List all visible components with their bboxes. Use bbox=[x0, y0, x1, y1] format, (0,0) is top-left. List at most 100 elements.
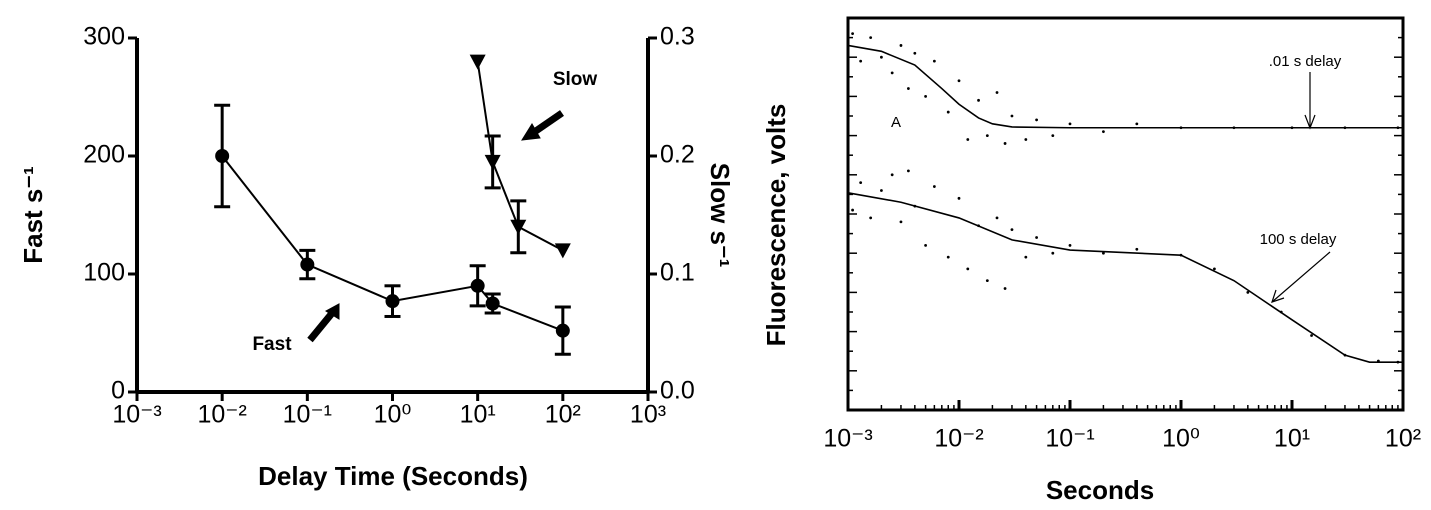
data-dot bbox=[957, 79, 961, 83]
data-dot bbox=[1213, 267, 1216, 271]
data-dot bbox=[1310, 334, 1313, 337]
data-dot bbox=[1010, 114, 1014, 118]
series-line bbox=[221, 155, 564, 332]
x-tick-label: 10⁻² bbox=[934, 425, 983, 453]
data-dot bbox=[924, 95, 927, 98]
x-tick-label: 10⁻³ bbox=[823, 425, 872, 453]
arrow-head bbox=[1271, 289, 1285, 303]
annotation: Slow bbox=[553, 69, 598, 90]
data-dot bbox=[946, 110, 950, 114]
y-tick-label: 0 bbox=[111, 377, 125, 405]
x-tick-label: 10¹ bbox=[460, 401, 496, 429]
data-dot bbox=[995, 91, 999, 94]
data-dot bbox=[906, 169, 910, 173]
x-tick-label: 10⁰ bbox=[1162, 425, 1200, 453]
data-dot bbox=[899, 44, 903, 47]
data-dot bbox=[1024, 255, 1028, 259]
annotation: 100 s delay bbox=[1260, 231, 1337, 248]
x-tick-label: 10³ bbox=[630, 401, 666, 429]
data-dot bbox=[1135, 122, 1139, 126]
data-dot bbox=[859, 181, 863, 185]
x-tick-label: 10⁻¹ bbox=[283, 401, 332, 429]
x-tick-label: 10⁻² bbox=[197, 401, 246, 429]
data-dot bbox=[1024, 138, 1028, 141]
annotation: .01 s delay bbox=[1269, 53, 1342, 70]
annotation: A bbox=[891, 114, 901, 131]
x-tick-label: 10¹ bbox=[1274, 425, 1310, 453]
marker bbox=[484, 154, 501, 170]
fit-curve bbox=[847, 44, 1403, 129]
data-dot bbox=[995, 216, 999, 220]
data-dot bbox=[869, 36, 873, 39]
y2-tick-label: 0.3 bbox=[660, 23, 695, 51]
marker bbox=[469, 54, 486, 70]
y-axis-title: Fast s⁻¹ bbox=[18, 166, 48, 264]
y2-tick-label: 0.1 bbox=[660, 259, 695, 287]
data-dot bbox=[890, 173, 894, 177]
data-dot bbox=[1135, 247, 1139, 251]
series-line bbox=[476, 61, 564, 252]
data-dot bbox=[859, 59, 863, 63]
data-dot bbox=[899, 220, 903, 224]
y2-axis-title: Slow s⁻¹ bbox=[705, 163, 735, 268]
arrow-head bbox=[521, 123, 541, 141]
marker bbox=[300, 257, 315, 272]
y2-tick-label: 0.2 bbox=[660, 141, 695, 169]
data-dot bbox=[1051, 251, 1055, 255]
data-dot bbox=[1003, 142, 1007, 145]
data-dot bbox=[985, 134, 989, 138]
data-dot bbox=[957, 196, 961, 200]
data-dot bbox=[932, 185, 936, 188]
x-tick-label: 10⁻³ bbox=[112, 401, 161, 429]
data-dot bbox=[932, 59, 936, 63]
data-dot bbox=[924, 243, 927, 247]
data-dot bbox=[1035, 236, 1038, 239]
data-dot bbox=[1068, 122, 1072, 126]
x-axis-title: Delay Time (Seconds) bbox=[258, 461, 528, 491]
data-dot bbox=[1035, 118, 1038, 122]
data-dot bbox=[985, 279, 989, 283]
marker bbox=[385, 294, 400, 309]
data-dot bbox=[1068, 243, 1072, 247]
y-axis-title: Fluorescence, volts bbox=[761, 104, 791, 347]
arrow-head bbox=[324, 303, 340, 320]
marker bbox=[555, 323, 570, 338]
marker bbox=[470, 278, 485, 293]
marker bbox=[215, 149, 230, 163]
x-tick-label: 10⁻¹ bbox=[1045, 425, 1094, 453]
y-tick-label: 100 bbox=[83, 259, 125, 287]
plot-frame bbox=[846, 16, 1405, 412]
data-dot bbox=[966, 267, 970, 271]
data-dot bbox=[890, 71, 894, 75]
x-axis-title: Seconds bbox=[1046, 475, 1154, 505]
arrow bbox=[1271, 251, 1331, 303]
data-dot bbox=[851, 32, 854, 36]
x-tick-label: 10² bbox=[1385, 425, 1421, 453]
data-dot bbox=[906, 87, 910, 90]
data-dot bbox=[913, 51, 917, 55]
x-tick-label: 10⁰ bbox=[374, 401, 412, 429]
marker bbox=[510, 219, 527, 235]
data-dot bbox=[1102, 130, 1105, 134]
data-dot bbox=[880, 55, 883, 59]
data-dot bbox=[966, 138, 970, 141]
marker bbox=[554, 243, 571, 259]
arrows bbox=[307, 72, 1331, 343]
marker bbox=[485, 296, 500, 311]
y-tick-label: 300 bbox=[83, 23, 125, 51]
fit-curve bbox=[847, 192, 1403, 363]
data-dot bbox=[977, 98, 980, 102]
data-dot bbox=[946, 255, 950, 259]
x-tick-label: 10² bbox=[545, 401, 581, 429]
y-tick-label: 200 bbox=[83, 141, 125, 169]
data-dot bbox=[1102, 251, 1105, 255]
data-dot bbox=[851, 208, 854, 212]
data-dot bbox=[1246, 291, 1250, 294]
data-dot bbox=[1003, 287, 1007, 290]
arrow bbox=[307, 309, 336, 343]
data-dot bbox=[869, 216, 873, 220]
data-dot bbox=[880, 189, 883, 192]
y2-tick-label: 0.0 bbox=[660, 377, 695, 405]
data-dot bbox=[1051, 134, 1055, 138]
